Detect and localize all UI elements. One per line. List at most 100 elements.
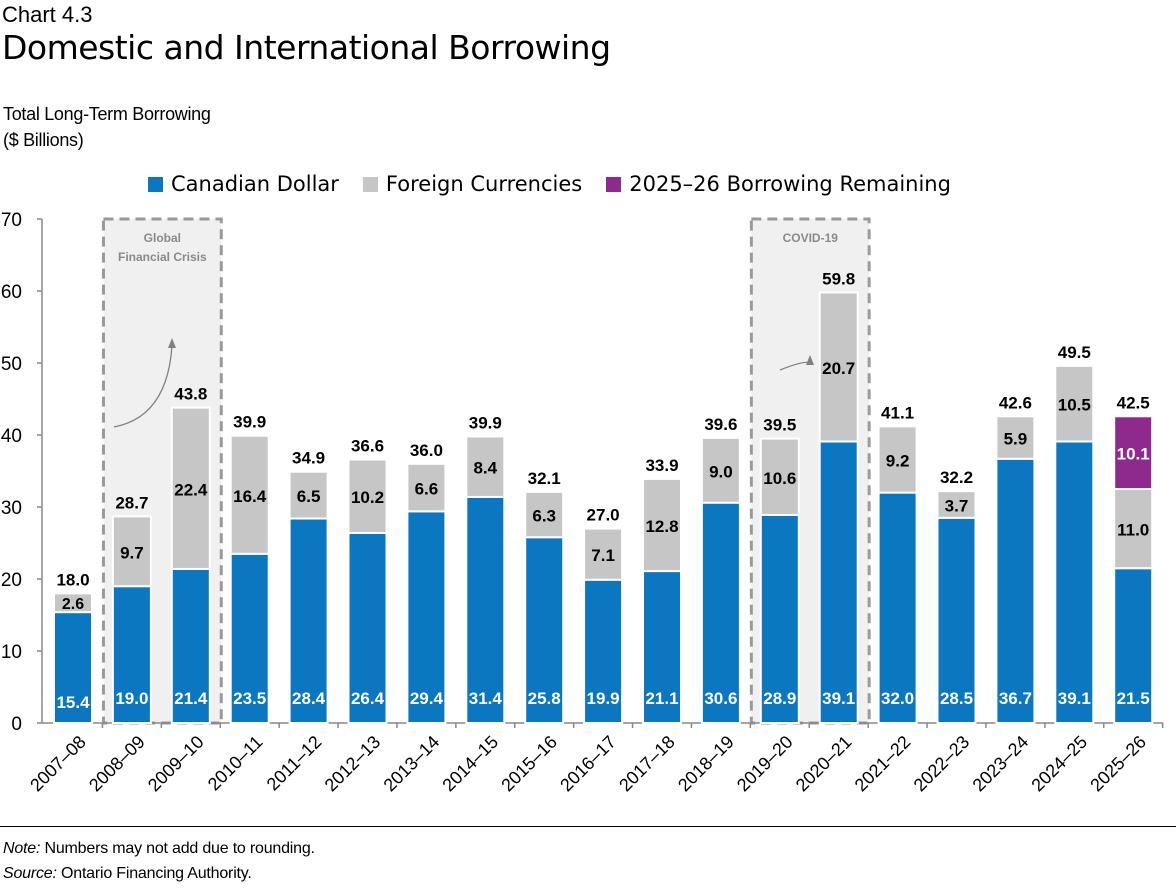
total-label: 34.9 bbox=[292, 449, 325, 468]
data-label: 6.3 bbox=[532, 507, 556, 526]
legend-swatch bbox=[148, 176, 163, 192]
total-label: 39.9 bbox=[233, 413, 266, 432]
data-label: 10.2 bbox=[351, 488, 384, 507]
legend-swatch bbox=[362, 176, 378, 192]
annotation-label: Financial Crisis bbox=[118, 250, 207, 264]
y-tick-label: 60 bbox=[1, 282, 22, 303]
y-tick-label: 70 bbox=[1, 210, 22, 231]
total-label: 42.6 bbox=[999, 393, 1032, 412]
bar-segment-canadian bbox=[347, 531, 388, 724]
x-tick-label: 2009–10 bbox=[144, 732, 208, 796]
note: Note: Numbers may not add due to roundin… bbox=[3, 840, 315, 857]
data-label: 32.0 bbox=[881, 689, 914, 708]
x-tick-label: 2011–12 bbox=[263, 732, 326, 795]
data-label: 12.8 bbox=[645, 517, 678, 536]
total-label: 39.9 bbox=[469, 413, 502, 432]
data-label: 39.1 bbox=[1058, 689, 1091, 708]
legend-item-foreign: Foreign Currencies bbox=[362, 172, 582, 196]
x-tick-label: 2010–11 bbox=[204, 732, 267, 795]
data-label: 10.6 bbox=[763, 469, 796, 488]
data-label: 28.9 bbox=[763, 689, 796, 708]
y-tick-label: 50 bbox=[1, 354, 22, 375]
legend-label: 2025–26 Borrowing Remaining bbox=[629, 172, 951, 196]
footer-divider bbox=[0, 826, 1176, 827]
y-tick-label: 40 bbox=[1, 426, 22, 447]
chart-title: Domestic and International Borrowing bbox=[2, 28, 611, 67]
total-label: 28.7 bbox=[115, 493, 148, 512]
data-label: 7.1 bbox=[591, 546, 615, 565]
data-label: 39.1 bbox=[822, 689, 855, 708]
data-label: 30.6 bbox=[704, 689, 737, 708]
data-label: 21.4 bbox=[174, 689, 208, 708]
bar-segment-foreign bbox=[700, 436, 741, 504]
total-label: 36.6 bbox=[351, 436, 384, 455]
data-label: 5.9 bbox=[1004, 430, 1028, 449]
x-tick-label: 2023–24 bbox=[969, 732, 1033, 796]
bar-segment-foreign bbox=[583, 527, 624, 581]
total-label: 39.5 bbox=[763, 416, 796, 435]
data-label: 2.6 bbox=[62, 596, 84, 613]
data-label: 22.4 bbox=[174, 480, 208, 499]
x-tick-label: 2007–08 bbox=[26, 732, 90, 796]
bar-segment-foreign bbox=[1054, 364, 1095, 443]
chart-number: Chart 4.3 bbox=[2, 2, 93, 27]
x-tick-label: 2014–15 bbox=[438, 732, 502, 796]
bar-segment-canadian bbox=[642, 570, 682, 725]
legend: Canadian Dollar Foreign Currencies 2025–… bbox=[148, 172, 951, 196]
bar-segment-foreign bbox=[818, 291, 859, 443]
data-label: 21.5 bbox=[1117, 689, 1150, 708]
x-tick-label: 2013–14 bbox=[380, 732, 444, 796]
x-tick-label: 2022–23 bbox=[910, 732, 974, 796]
data-label: 19.0 bbox=[115, 689, 148, 708]
bar-segment-canadian bbox=[465, 495, 506, 725]
x-tick-label: 2008–09 bbox=[85, 732, 149, 796]
data-label: 9.2 bbox=[886, 451, 910, 470]
data-label: 29.4 bbox=[410, 689, 444, 708]
bar-segment-canadian bbox=[936, 516, 977, 724]
bar-segment-foreign bbox=[53, 592, 93, 614]
bar-segment-foreign bbox=[111, 515, 152, 588]
data-label: 26.4 bbox=[351, 689, 385, 708]
x-tick-label: 2025–26 bbox=[1086, 732, 1150, 796]
x-tick-label: 2012–13 bbox=[321, 732, 385, 796]
bar-segment-foreign bbox=[170, 406, 211, 570]
footer-notes: Note: Numbers may not add due to roundin… bbox=[3, 836, 315, 886]
bar-segment-foreign bbox=[465, 435, 506, 498]
total-label: 33.9 bbox=[645, 456, 678, 475]
data-label: 10.1 bbox=[1117, 445, 1150, 464]
x-tick-label: 2019–20 bbox=[733, 732, 797, 796]
bar-segment-canadian bbox=[995, 457, 1036, 724]
y-tick-label: 20 bbox=[1, 570, 22, 591]
data-label: 19.9 bbox=[587, 689, 620, 708]
bar-segment-canadian bbox=[406, 510, 447, 724]
data-label: 25.8 bbox=[528, 689, 561, 708]
bar-segment-foreign bbox=[936, 490, 977, 519]
bar-segment-foreign bbox=[642, 477, 682, 573]
data-label: 3.7 bbox=[945, 496, 969, 515]
bar-segment-foreign bbox=[406, 462, 447, 513]
data-label: 6.6 bbox=[415, 480, 439, 499]
x-tick-label: 2021–22 bbox=[851, 732, 915, 796]
total-label: 43.8 bbox=[174, 385, 207, 404]
data-label: 31.4 bbox=[469, 689, 503, 708]
data-label: 8.4 bbox=[473, 459, 497, 478]
legend-swatch bbox=[606, 176, 622, 192]
total-label: 32.2 bbox=[940, 468, 973, 487]
bar-segment-canadian bbox=[759, 513, 800, 724]
total-label: 32.1 bbox=[528, 469, 561, 488]
x-tick-label: 2018–19 bbox=[674, 732, 738, 796]
legend-item-canadian: Canadian Dollar bbox=[148, 172, 339, 196]
data-label: 9.7 bbox=[120, 543, 144, 562]
bar-segment-foreign bbox=[347, 458, 388, 534]
arrow-icon bbox=[113, 345, 173, 428]
data-label: 6.5 bbox=[297, 487, 321, 506]
arrow-head-icon bbox=[806, 355, 814, 365]
data-label: 15.4 bbox=[56, 693, 90, 712]
bar-segment-foreign bbox=[229, 434, 270, 555]
legend-label: Canadian Dollar bbox=[171, 172, 339, 196]
data-label: 20.7 bbox=[822, 359, 855, 378]
bar-segment-foreign bbox=[995, 415, 1036, 460]
data-label: 10.5 bbox=[1058, 396, 1091, 415]
bar-segment-canadian bbox=[1054, 440, 1095, 724]
y-tick-label: 30 bbox=[1, 498, 22, 519]
